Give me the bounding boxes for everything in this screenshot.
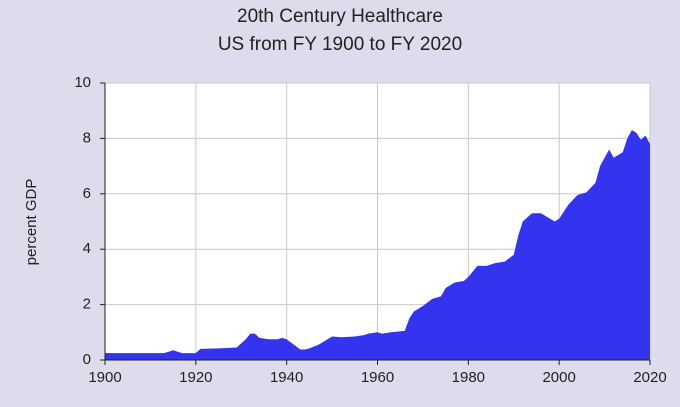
y-tick-label: 2 <box>83 296 91 313</box>
y-tick-label: 0 <box>83 351 91 368</box>
x-tick-label: 1940 <box>270 369 303 386</box>
x-tick-label: 2000 <box>542 369 575 386</box>
chart-title: 20th Century Healthcare <box>237 6 443 27</box>
x-tick-label: 1980 <box>452 369 485 386</box>
x-tick-label: 1900 <box>88 369 121 386</box>
area <box>105 130 650 360</box>
x-tick-label: 1920 <box>179 369 212 386</box>
y-axis-label: percent GDP <box>23 179 40 266</box>
y-tick-label: 8 <box>83 129 91 146</box>
x-tick-label: 1960 <box>361 369 394 386</box>
x-tick-label: 2020 <box>633 369 666 386</box>
chart-subtitle: US from FY 1900 to FY 2020 <box>218 34 462 55</box>
y-tick-label: 6 <box>83 185 91 202</box>
y-tick-label: 10 <box>74 74 91 91</box>
y-tick-label: 4 <box>83 240 91 257</box>
